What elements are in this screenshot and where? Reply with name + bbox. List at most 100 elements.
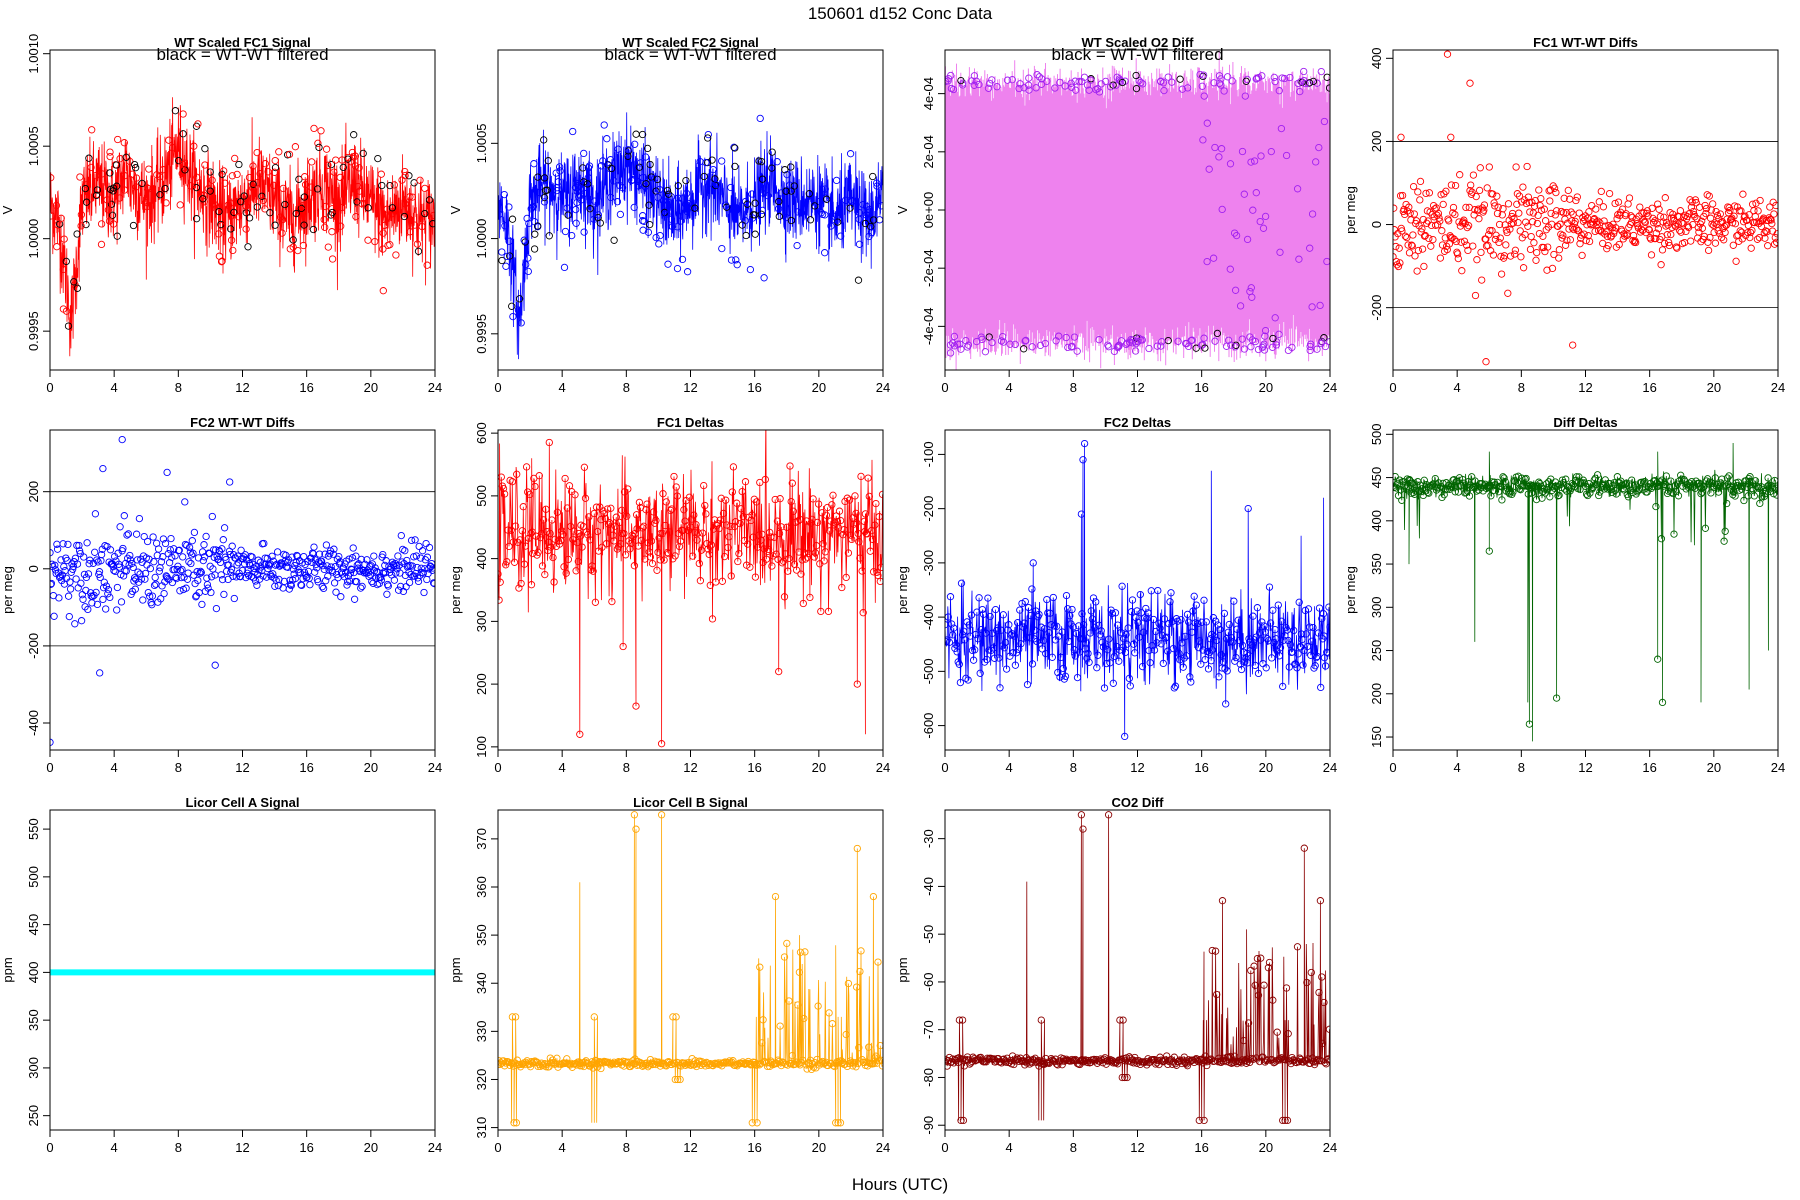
o2-diff-point [950,342,959,350]
delta-point [1066,612,1074,620]
wt-diff-point [1726,206,1734,215]
y-tick-label: 400 [1369,47,1384,69]
wt-diff-point [1724,209,1733,217]
wt-diff-point [113,606,121,614]
fc-signal-point [500,190,508,199]
wt-diff-point [1603,232,1612,241]
wt-diff-point [185,558,193,566]
wt-diff-point [1572,196,1580,205]
wt-diff-point [323,562,331,570]
o2-diff-point [1068,83,1076,91]
wt-diff-outlier [96,669,104,677]
delta-point [872,499,880,508]
wt-diff-point [1528,218,1537,226]
delta-point [561,474,569,483]
fc-signal-point [668,222,677,231]
delta-point [828,1020,837,1028]
wt-diff-point [332,588,340,596]
wt-diff-point [189,549,197,557]
wt-diff-point [1491,202,1499,210]
delta-point [1130,640,1138,648]
delta-point [1773,491,1778,499]
delta-point [675,542,684,551]
fc-signal-point [508,215,517,223]
o2-diff-point [1320,117,1329,126]
wt-diff-point [1514,218,1522,227]
fc-signal-point [821,194,830,202]
fc-signal-point [596,219,604,227]
delta-point [1042,1054,1050,1063]
delta-point [1532,495,1541,504]
fc-signal-point [386,181,394,190]
delta-point [761,475,769,484]
wt-diff-point [72,575,80,583]
wt-diff-point [1539,232,1547,240]
delta-point [1433,484,1442,492]
y-tick-label: 0e+00 [921,192,936,229]
delta-point [978,605,987,614]
wt-diff-point [422,539,430,548]
delta-point [821,548,829,556]
delta-point [1150,646,1159,654]
wt-diff-point [1622,210,1630,218]
delta-point [1072,629,1081,638]
wt-diff-point [1704,238,1712,246]
wt-diff-point [1458,267,1466,275]
delta-point [605,519,614,527]
delta-point [1104,646,1112,654]
delta-point [1125,674,1133,683]
wt-diff-point [253,581,261,589]
o2-diff-point [956,340,964,348]
wt-diff-point [1554,222,1562,231]
fc-signal-point [270,168,279,176]
delta-point [1167,589,1175,597]
delta-point [597,516,605,524]
wt-diff-point [1772,201,1778,210]
delta-point [784,567,792,575]
fc-signal-point [245,173,254,182]
delta-point [1582,490,1591,498]
o2-diff-point [1104,341,1112,349]
o2-diff-point [1153,342,1161,350]
wt-diff-point [1625,194,1634,202]
wt-diff-point [154,545,163,553]
delta-point [725,533,733,541]
fc-signal-point [414,247,423,255]
wt-diff-point [1478,276,1486,284]
delta-point [591,598,600,606]
panel-title: WT Scaled O2 Diff [1082,35,1195,50]
wt-diff-point [264,560,273,569]
o2-diff-point [1238,335,1246,343]
delta-point [750,495,758,503]
o2-diff-point [1293,185,1302,193]
wt-diff-point [1480,206,1488,214]
wt-diff-point [1576,240,1584,248]
fc-signal-point [731,144,739,152]
fc-signal-point [313,185,322,193]
delta-point [506,476,514,485]
delta-point [545,438,553,447]
delta-point [563,504,571,512]
fc-signal-point [377,170,385,178]
delta-point [977,625,985,634]
delta-point [1664,487,1673,495]
delta-point [1284,636,1292,645]
delta-point [618,506,626,514]
wt-diff-point [250,564,258,573]
delta-point [1262,664,1270,672]
wt-diff-point [1393,204,1398,212]
wt-diff-point [97,550,106,559]
delta-point [714,520,722,528]
wt-diff-point [297,581,306,590]
wt-diff-point [212,604,221,613]
delta-point [859,609,867,617]
delta-point [1087,607,1095,615]
wt-diff-point [1596,219,1604,227]
wt-diff-point [206,562,214,570]
delta-point [1128,596,1137,604]
wt-diff-point [1645,226,1654,234]
delta-point [980,658,989,666]
fc-signal-point [758,175,767,183]
fc-signal-point [662,201,671,209]
delta-point [1444,481,1453,490]
